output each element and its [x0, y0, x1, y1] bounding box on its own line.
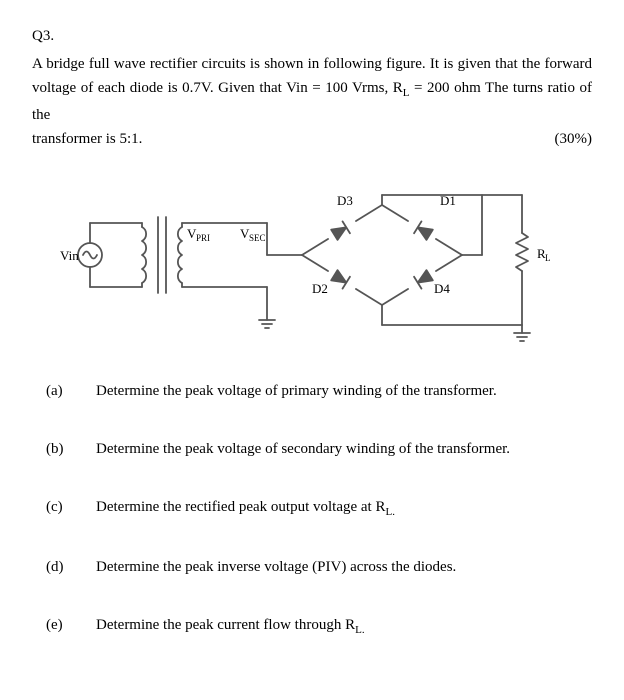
part-b: (b) Determine the peak voltage of second…	[32, 437, 592, 461]
part-d-text: Determine the peak inverse voltage (PIV)…	[96, 555, 592, 579]
question-number: Q3.	[32, 24, 592, 48]
vpri-sub: PRI	[196, 233, 210, 243]
question-parts: (a) Determine the peak voltage of primar…	[32, 379, 592, 640]
d3-label: D3	[337, 193, 353, 208]
part-b-text: Determine the peak voltage of secondary …	[96, 437, 592, 461]
part-a-label: (a)	[32, 379, 96, 403]
part-e: (e) Determine the peak current flow thro…	[32, 613, 592, 640]
part-c-prefix: Determine the rectified peak output volt…	[96, 499, 385, 515]
d4-label: D4	[434, 281, 450, 296]
part-e-text: Determine the peak current flow through …	[96, 613, 592, 640]
question-text: A bridge full wave rectifier circuits is…	[32, 52, 592, 151]
part-d: (d) Determine the peak inverse voltage (…	[32, 555, 592, 579]
part-c-sub: L.	[385, 506, 394, 518]
q-line1: A bridge full wave rectifier circuits is…	[32, 56, 592, 72]
circuit-svg: Vin V PRI V SEC D3 D1 D2 D4 R L	[42, 165, 582, 355]
part-a-text: Determine the peak voltage of primary wi…	[96, 379, 592, 403]
part-d-label: (d)	[32, 555, 96, 579]
q-weight: (30%)	[555, 127, 593, 151]
d2-label: D2	[312, 281, 328, 296]
circuit-diagram: Vin V PRI V SEC D3 D1 D2 D4 R L	[32, 165, 592, 355]
part-c-label: (c)	[32, 495, 96, 522]
vsec-sub: SEC	[249, 233, 266, 243]
part-a: (a) Determine the peak voltage of primar…	[32, 379, 592, 403]
part-c: (c) Determine the rectified peak output …	[32, 495, 592, 522]
part-e-prefix: Determine the peak current flow through …	[96, 617, 355, 633]
rl-sub: L	[545, 253, 551, 263]
part-c-text: Determine the rectified peak output volt…	[96, 495, 592, 522]
vin-label: Vin	[60, 248, 79, 263]
q-line3: transformer is 5:1.	[32, 127, 142, 151]
part-e-sub: L.	[355, 624, 364, 636]
q-line2-sub: L	[403, 87, 410, 99]
d1-label: D1	[440, 193, 456, 208]
part-e-label: (e)	[32, 613, 96, 640]
q-line2: voltage of each diode is 0.7V. Given tha…	[32, 80, 403, 96]
part-b-label: (b)	[32, 437, 96, 461]
